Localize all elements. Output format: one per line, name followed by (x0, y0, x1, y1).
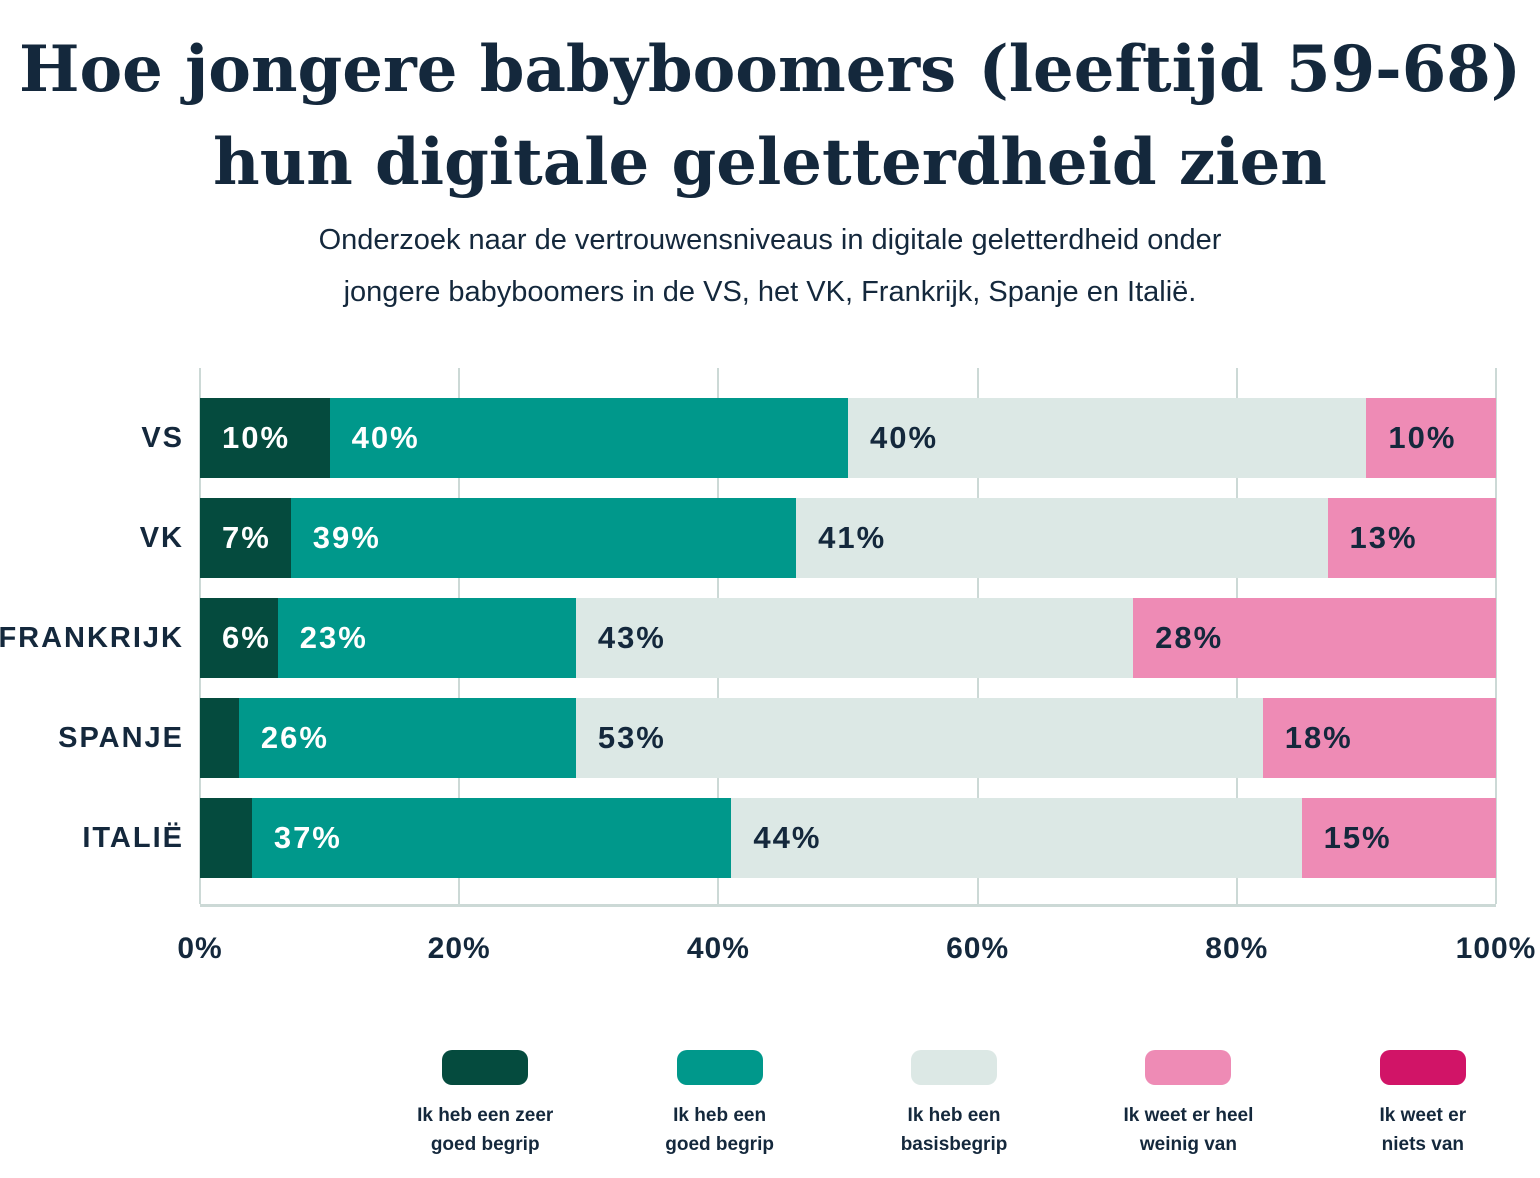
segment-value-label: 40% (869, 420, 939, 455)
segment-value-label: 7% (222, 520, 271, 555)
subtitle-line-1: Onderzoek naar de vertrouwensniveaus in … (318, 224, 1222, 256)
bar-row: 7% 39% 41% 13% (200, 498, 1496, 578)
legend-swatch (442, 1050, 529, 1085)
row-label: VS (141, 422, 184, 454)
bar-segment: 15% (1301, 798, 1496, 878)
bar-segment: 53% (575, 698, 1263, 778)
bar-segment: 7% (200, 498, 291, 578)
segment-value-label: 37% (273, 820, 342, 855)
row-label: FRANKRIJK (0, 622, 184, 654)
x-tick-label: 40% (686, 932, 750, 965)
legend-label: Ik weet er niets van (1380, 1101, 1467, 1160)
bar-segment: 28% (1133, 598, 1496, 678)
legend: Ik heb een zeer goed begrip Ik heb een goed… (368, 1050, 1540, 1160)
x-tick-label: 0% (177, 932, 223, 965)
bar-segment: 44% (731, 798, 1302, 878)
bar-row: 37% 44% 15% (200, 798, 1496, 878)
bar-segment: 37% (251, 798, 732, 878)
legend-item: Ik weet er heel weinig van (1071, 1050, 1305, 1160)
gridline (1495, 368, 1497, 904)
bar-segment: 10% (1366, 398, 1496, 478)
legend-label-line: Ik heb een (673, 1105, 767, 1126)
segment-value-label: 53% (597, 720, 666, 755)
legend-label-line: Ik heb een zeer (417, 1105, 554, 1126)
legend-label: Ik weet er heel weinig van (1123, 1101, 1253, 1160)
bar-row: 6% 23% 43% 28% (200, 598, 1496, 678)
legend-label: Ik heb een basisbegrip (901, 1101, 1008, 1160)
x-tick-label: 60% (946, 932, 1010, 965)
legend-label: Ik heb een goed begrip (665, 1101, 774, 1160)
segment-value-label: 10% (1388, 420, 1457, 455)
legend-label-line: basisbegrip (900, 1134, 1008, 1156)
bar-segment: 40% (847, 398, 1367, 478)
bar-segment: 39% (290, 498, 797, 578)
x-tick-label: 20% (427, 932, 491, 965)
x-axis: 0% 20% 40% 60% 80% 100% (177, 932, 1535, 976)
legend-swatch (676, 1050, 763, 1085)
page-subtitle: Onderzoek naar de vertrouwensniveaus in … (0, 214, 1540, 318)
segment-value-label: 13% (1349, 520, 1418, 555)
segment-value-label: 6% (222, 620, 271, 655)
bar-segment: 40% (329, 398, 848, 478)
row-label: SPANJE (58, 722, 184, 754)
legend-item: Ik heb een goed begrip (602, 1050, 836, 1160)
segment-value-label: 41% (818, 520, 887, 555)
legend-label-line: Ik weet er (1379, 1105, 1467, 1126)
segment-value-label: 39% (312, 520, 381, 555)
bar-row: 10% 40% 40% 10% (200, 398, 1496, 478)
segment-value-label: 40% (351, 420, 420, 455)
legend-label-line: goed begrip (665, 1134, 774, 1156)
segment-value-label: 10% (222, 420, 291, 455)
legend-swatch (911, 1050, 998, 1085)
bar-segment: 13% (1327, 498, 1496, 578)
bar-row: 26% 53% 18% (200, 698, 1496, 778)
legend-item: Ik heb een basisbegrip (837, 1050, 1071, 1160)
page-title: Hoe jongere babyboomers (leeftijd 59-68)… (0, 24, 1540, 210)
segment-value-label: 26% (260, 720, 329, 755)
bar-segment: 41% (796, 498, 1328, 578)
legend-label-line: weinig van (1139, 1134, 1237, 1156)
bar-segment (200, 698, 239, 778)
x-tick-label: 80% (1205, 932, 1269, 965)
bar-segment: 18% (1262, 698, 1496, 778)
segment-value-label: 18% (1284, 720, 1353, 755)
legend-swatch (1145, 1050, 1232, 1085)
segment-value-label: 44% (753, 820, 822, 855)
bar-segment: 26% (238, 698, 576, 778)
bar-segment: 6% (200, 598, 278, 678)
bar-segment (200, 798, 252, 878)
title-line-1: Hoe jongere babyboomers (leeftijd 59-68) (18, 32, 1522, 107)
subtitle-line-2: jongere babyboomers in de VS, het VK, Fr… (343, 276, 1197, 309)
bar-segment: 10% (200, 398, 330, 478)
title-line-2: hun digitale geletterdheid zien (213, 124, 1327, 200)
segment-value-label: 43% (597, 620, 666, 655)
bar-segment: 43% (575, 598, 1134, 678)
legend-item: Ik heb een zeer goed begrip (368, 1050, 602, 1160)
plot-area: VS 10% 40% 40% 10% VK 7% 39% 41% 13% FRANKRIJK 6% 23… (0, 368, 1497, 907)
legend-label-line: Ik weet er heel (1123, 1105, 1254, 1126)
bar-segment: 23% (277, 598, 576, 678)
x-tick-label: 100% (1455, 932, 1537, 965)
legend-label-line: Ik heb een (907, 1105, 1001, 1126)
row-label: VK (139, 522, 184, 554)
legend-label-line: niets van (1381, 1134, 1464, 1156)
legend-label-line: goed begrip (430, 1134, 540, 1156)
legend-swatch (1379, 1050, 1466, 1085)
legend-label: Ik heb een zeer goed begrip (417, 1101, 553, 1160)
row-label: ITALIË (82, 822, 184, 854)
legend-item: Ik weet er niets van (1306, 1050, 1540, 1160)
segment-value-label: 15% (1323, 820, 1392, 855)
segment-value-label: 28% (1155, 620, 1224, 655)
segment-value-label: 23% (299, 620, 368, 655)
